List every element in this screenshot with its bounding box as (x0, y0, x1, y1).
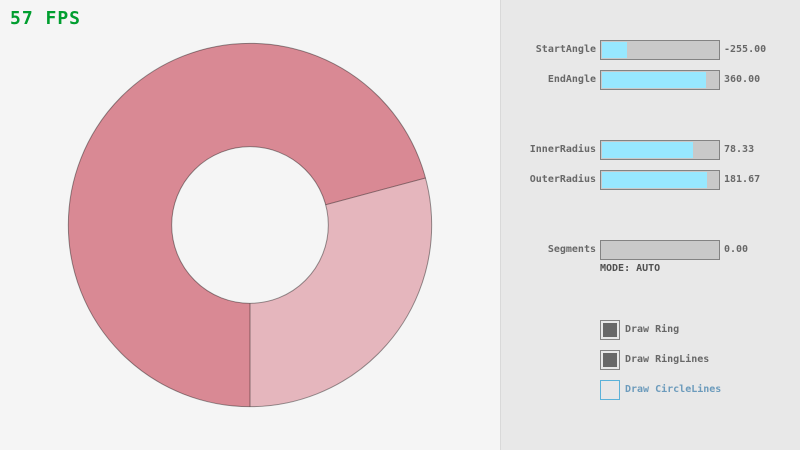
draw-circlelines-label: Draw CircleLines (625, 384, 722, 395)
startangle-slider[interactable] (600, 40, 720, 60)
innerradius-value: 78.33 (724, 144, 755, 155)
draw-ring-checkmark (603, 323, 617, 337)
draw-ringlines-label: Draw RingLines (625, 354, 710, 365)
endangle-value: 360.00 (724, 74, 761, 85)
draw-ring-label: Draw Ring (625, 324, 680, 335)
outerradius-label: OuterRadius (529, 174, 596, 185)
draw-ringlines-checkmark (603, 353, 617, 367)
endangle-label: EndAngle (547, 74, 596, 85)
endangle-slider-fill (602, 72, 706, 88)
innerradius-label: InnerRadius (529, 144, 596, 155)
startangle-value: -255.00 (724, 44, 767, 55)
innerradius-slider-fill (602, 142, 693, 158)
segments-slider[interactable] (600, 240, 720, 260)
mode-label: MODE: AUTO (600, 263, 661, 274)
startangle-slider-fill (602, 42, 627, 58)
segments-label: Segments (547, 244, 596, 255)
outerradius-slider-fill (602, 172, 707, 188)
outerradius-slider[interactable] (600, 170, 720, 190)
fps-counter: 57 FPS (10, 8, 82, 29)
segments-value: 0.00 (724, 244, 749, 255)
startangle-label: StartAngle (535, 44, 596, 55)
draw-ring-checkbox[interactable] (600, 320, 620, 340)
draw-ringlines-checkbox[interactable] (600, 350, 620, 370)
outerradius-value: 181.67 (724, 174, 761, 185)
draw-circlelines-checkbox[interactable] (600, 380, 620, 400)
endangle-slider[interactable] (600, 70, 720, 90)
innerradius-slider[interactable] (600, 140, 720, 160)
ring-chart (67, 42, 433, 408)
